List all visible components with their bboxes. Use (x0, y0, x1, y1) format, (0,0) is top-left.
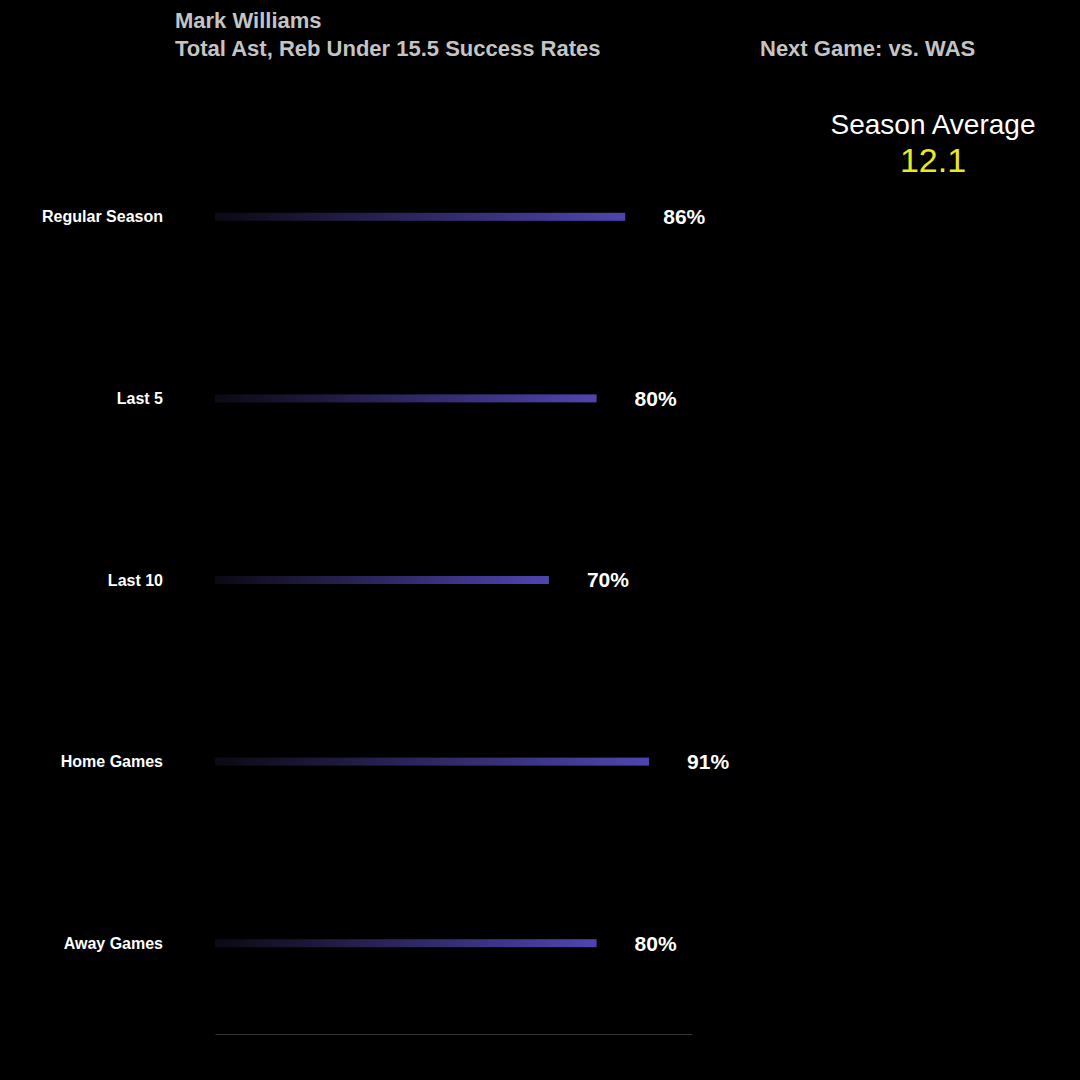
category-label: Regular Season (42, 208, 163, 225)
next-game: Next Game: vs. WAS (760, 36, 975, 61)
bar (215, 576, 549, 584)
x-axis (216, 1034, 693, 1035)
season-average-label: Season Average (831, 109, 1036, 140)
data-label: 80% (635, 932, 677, 955)
background (0, 0, 1080, 1080)
category-label: Last 10 (108, 572, 163, 589)
title: Mark Williams (175, 8, 322, 33)
subtitle: Total Ast, Reb Under 15.5 Success Rates (175, 36, 601, 61)
chart: Mark Williams Total Ast, Reb Under 15.5 S… (0, 0, 1080, 1080)
category-labels: Regular Season Last 5 Last 10 Home Games Awa… (42, 208, 163, 951)
data-labels: 86% 80% 70% 91% 80% (587, 205, 730, 954)
bar (215, 939, 597, 947)
bar (215, 394, 597, 402)
data-label: 91% (687, 750, 729, 773)
bar (215, 213, 625, 221)
bars (215, 213, 649, 947)
data-label: 86% (663, 205, 705, 228)
data-label: 80% (635, 387, 677, 410)
category-label: Home Games (61, 753, 163, 770)
data-label: 70% (587, 568, 629, 591)
category-label: Away Games (64, 935, 163, 952)
bar (215, 758, 649, 766)
x-axis-line (216, 1034, 693, 1035)
season-average-value: 12.1 (900, 141, 966, 179)
category-label: Last 5 (117, 390, 163, 407)
